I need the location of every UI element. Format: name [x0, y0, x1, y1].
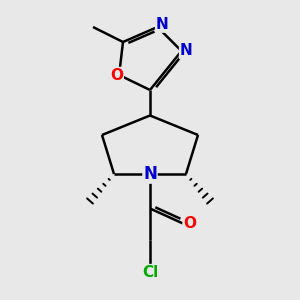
Text: O: O — [110, 68, 123, 82]
Text: N: N — [180, 44, 192, 59]
Text: N: N — [156, 17, 168, 32]
Text: O: O — [183, 216, 196, 231]
Text: N: N — [143, 165, 157, 183]
Text: Cl: Cl — [142, 265, 158, 280]
